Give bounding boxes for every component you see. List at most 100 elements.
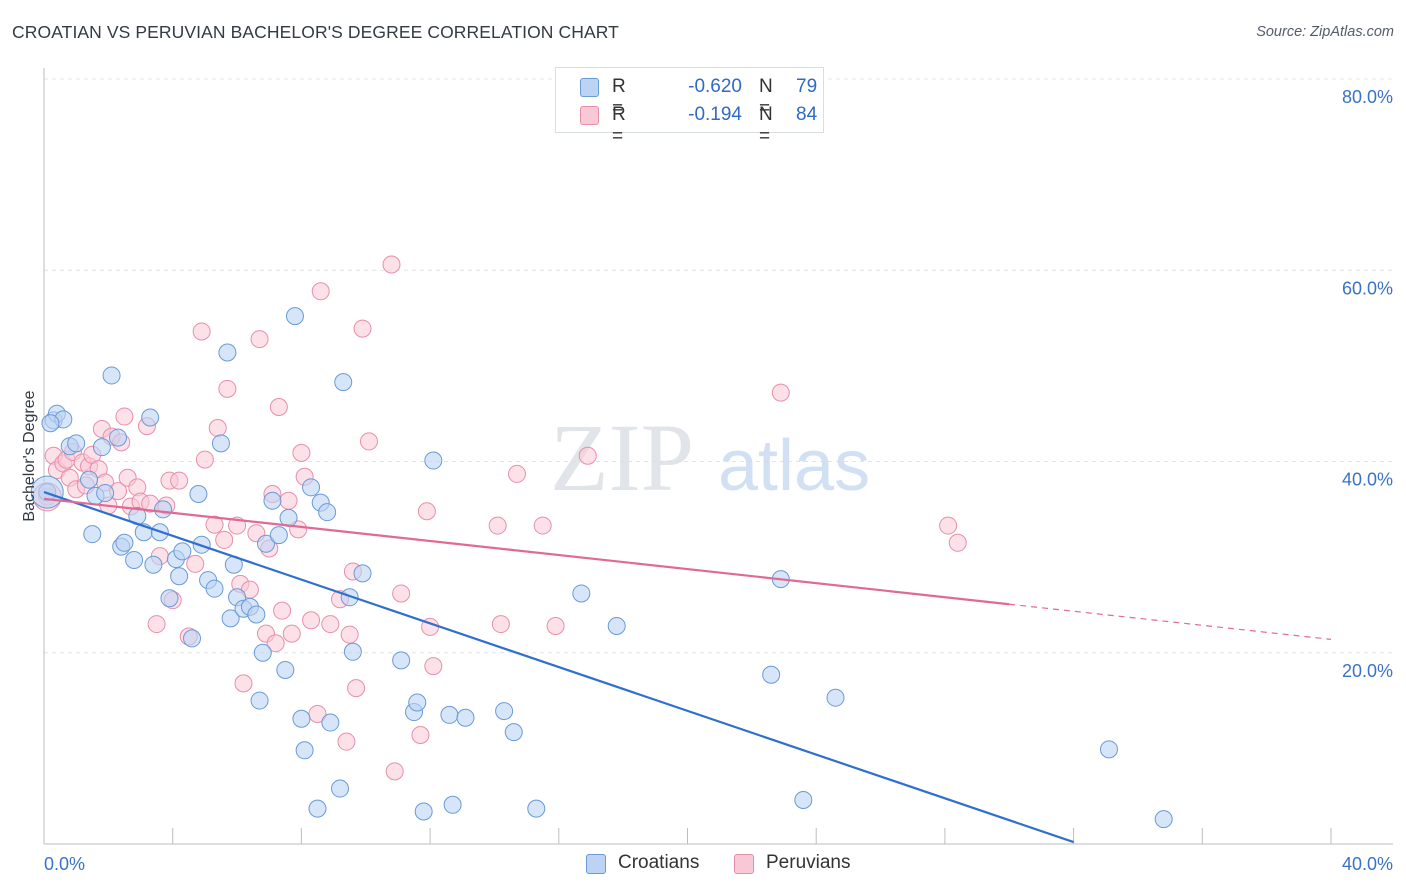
correlation-legend: R = -0.620 N = 79 R = -0.194 N = 84: [555, 67, 824, 147]
croatians-point: [343, 642, 362, 661]
peruvians-point: [340, 625, 359, 644]
croatians-point: [183, 629, 202, 648]
croatians-point: [308, 799, 327, 818]
croatians-point: [321, 713, 340, 732]
peruvians-point: [205, 515, 224, 534]
watermark-zip: ZIP: [550, 404, 694, 511]
peruvians-point: [266, 634, 285, 653]
peruvians-point: [195, 450, 214, 469]
x-tick-label-min: 0.0%: [44, 854, 85, 874]
peruvians-point: [392, 584, 411, 603]
y-tick-label: 20.0%: [1342, 661, 1393, 681]
peruvians-point: [282, 624, 301, 643]
peruvians-point: [192, 322, 211, 341]
croatians-point: [414, 802, 433, 821]
grid: [44, 78, 1393, 654]
peruvians-point: [424, 657, 443, 676]
peruvians-trend-extension: [1009, 603, 1332, 640]
croatians-point: [170, 567, 189, 586]
croatians-point: [353, 564, 372, 583]
peruvians-point: [115, 407, 134, 426]
croatians-point: [495, 702, 514, 721]
croatians-point: [285, 307, 304, 326]
croatians-point: [443, 795, 462, 814]
croatians-point: [218, 343, 237, 362]
croatians-point: [292, 709, 311, 728]
peruvians-point: [771, 383, 790, 402]
peruvians-point: [218, 379, 237, 398]
croatians-point: [250, 691, 269, 710]
croatians-legend-label: Croatians: [618, 852, 700, 873]
x-tick-label-max: 40.0%: [1342, 854, 1393, 874]
croatians-swatch: [580, 78, 599, 97]
peruvians-point: [411, 725, 430, 744]
peruvians-point: [939, 516, 958, 535]
croatians-point: [83, 525, 102, 544]
croatians-point: [257, 534, 276, 553]
croatians-point: [92, 438, 111, 457]
croatians-point: [160, 589, 179, 608]
croatians-trend-line: [43, 491, 1074, 844]
watermark: ZIP atlas: [550, 404, 870, 511]
peruvians-point: [491, 615, 510, 634]
croatians-point: [211, 434, 230, 453]
croatians-point: [340, 588, 359, 607]
n-label: N =: [759, 104, 773, 147]
peruvians-r-value: -0.194: [688, 104, 742, 125]
croatians-point: [1154, 810, 1173, 829]
croatians-point: [67, 434, 86, 453]
peruvians-point: [546, 616, 565, 635]
chart-title: CROATIAN VS PERUVIAN BACHELOR'S DEGREE C…: [12, 22, 619, 42]
peruvians-point: [273, 601, 292, 620]
peruvians-point: [186, 554, 205, 573]
n-label: N =: [759, 76, 773, 119]
peruvians-point: [321, 615, 340, 634]
y-tick-label: 80.0%: [1342, 87, 1393, 107]
peruvians-point: [359, 432, 378, 451]
croatians-point: [456, 708, 475, 727]
croatians-point: [392, 651, 411, 670]
peruvians-point: [215, 530, 234, 549]
peruvians-point: [269, 397, 288, 416]
y-tick-label: 40.0%: [1342, 470, 1393, 490]
croatians-point: [96, 484, 115, 503]
croatians-point: [205, 579, 224, 598]
peruvians-point: [353, 319, 372, 338]
peruvians-point: [385, 762, 404, 781]
croatians-point: [408, 693, 427, 712]
croatians-point: [115, 533, 134, 552]
peruvians-point: [208, 419, 227, 438]
croatians-point: [247, 605, 266, 624]
peruvians-point: [578, 446, 597, 465]
croatians-point: [189, 485, 208, 504]
croatians-point: [794, 791, 813, 810]
peruvians-point: [417, 502, 436, 521]
peruvians-legend-swatch: [734, 854, 754, 874]
peruvians-swatch: [580, 106, 599, 125]
croatians-n-value: 79: [796, 76, 818, 97]
peruvians-point: [311, 282, 330, 301]
peruvians-point: [302, 611, 321, 630]
croatians-point: [102, 366, 121, 385]
croatians-point: [762, 665, 781, 684]
croatians-point: [1099, 740, 1118, 759]
y-axis-label: Bachelor's Degree: [21, 390, 38, 521]
croatians-point: [424, 451, 443, 470]
y-tick-label: 60.0%: [1342, 278, 1393, 298]
source-credit: Source: ZipAtlas.com: [1256, 24, 1394, 40]
croatians-point: [318, 503, 337, 522]
peruvians-point: [347, 679, 366, 698]
croatians-point: [302, 478, 321, 497]
peruvians-point: [488, 516, 507, 535]
croatians-r-value: -0.620: [688, 76, 742, 97]
croatians-point: [141, 408, 160, 427]
peruvians-points: [32, 255, 967, 781]
croatians-point: [263, 491, 282, 510]
r-label: R =: [612, 104, 626, 147]
peruvians-point: [382, 255, 401, 274]
croatians-point: [154, 500, 173, 519]
peruvians-point: [533, 516, 552, 535]
croatians-point: [144, 555, 163, 574]
peruvians-point: [948, 533, 967, 552]
croatians-point: [80, 470, 99, 489]
